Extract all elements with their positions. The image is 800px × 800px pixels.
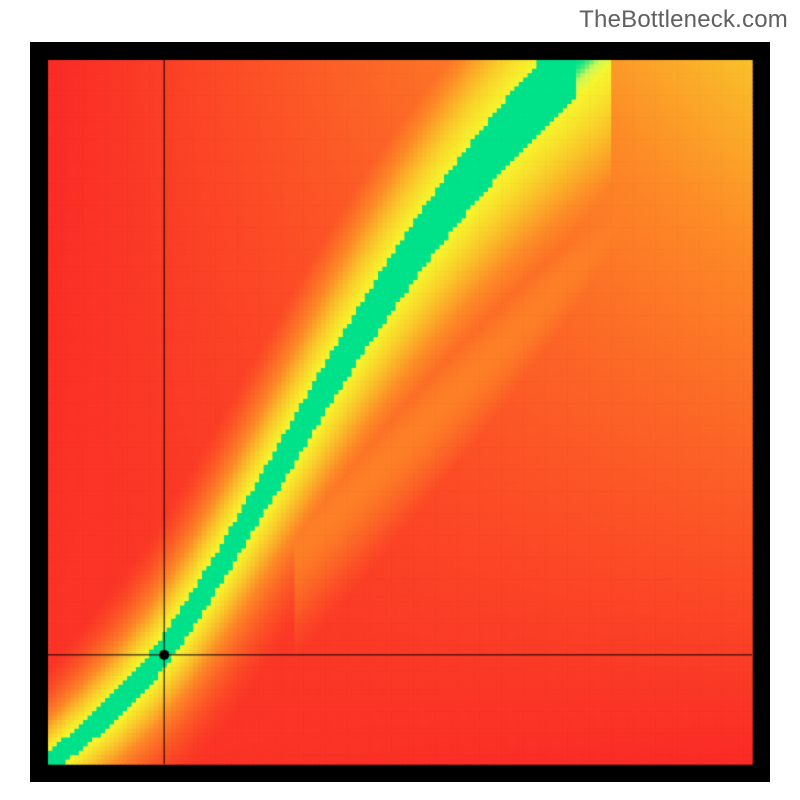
heatmap-canvas: [30, 42, 770, 782]
plot-frame: [30, 42, 770, 782]
figure-container: TheBottleneck.com: [0, 0, 800, 800]
watermark-text: TheBottleneck.com: [579, 6, 788, 34]
